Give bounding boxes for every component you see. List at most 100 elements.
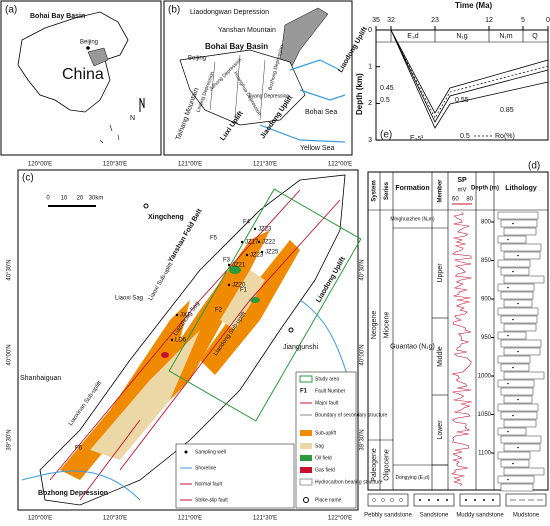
- coord-label: 40°00′N: [7, 344, 13, 365]
- unit-label: Miocene: [383, 312, 390, 339]
- lith-bed: [497, 475, 535, 484]
- place-label: Jiangjunshi: [283, 344, 318, 351]
- ro-curve: [390, 29, 549, 119]
- lith-pattern: [428, 499, 431, 502]
- unit-label: Neogene: [371, 311, 378, 340]
- lith-dot: [512, 414, 514, 417]
- lith-bed: [503, 227, 537, 236]
- burial-curve: [390, 29, 549, 129]
- x-tick-label: 35: [372, 17, 380, 24]
- lith-label: Pebbly sandstone: [364, 513, 412, 519]
- lith-bed: [503, 419, 537, 428]
- sampling-well: [240, 240, 244, 244]
- panel-label: (d): [528, 161, 540, 172]
- well-label: JZ21: [232, 263, 246, 269]
- lith-bed: [500, 387, 534, 396]
- lith-bed: [497, 403, 539, 412]
- legend-label: Major fault: [315, 400, 339, 406]
- y-tick-label: 3: [368, 137, 372, 144]
- lith-dot: [507, 286, 509, 289]
- coord-label: 120°30′E: [103, 516, 127, 522]
- coastline: [259, 59, 346, 143]
- place-label: Yanshan Mountain: [218, 27, 276, 34]
- lith-bed: [497, 379, 535, 388]
- sp-curve: [451, 211, 472, 487]
- formation-label: Minghuazhen (N₁m): [390, 216, 435, 222]
- axis-title: Depth (km): [355, 73, 364, 115]
- legend-swatch: [184, 450, 188, 454]
- x-tick-label: 32: [387, 17, 395, 24]
- legend-label: Place name: [315, 497, 342, 503]
- fault-label: F1: [240, 288, 248, 294]
- header: Depth (m): [471, 186, 499, 192]
- unit-label: N₁g: [456, 33, 467, 40]
- legend-label: Boundary of secondary structure: [315, 412, 387, 418]
- lith-swatch: [505, 493, 547, 507]
- well-label: JZ23: [250, 253, 264, 259]
- place-label: Xingcheng: [148, 214, 184, 221]
- place-label: Bozhong Depression: [38, 490, 108, 497]
- place-label: Jiyang Depression: [248, 93, 289, 99]
- panel-b-frame: [163, 0, 353, 156]
- annotation: E₃s¹: [410, 135, 424, 142]
- sp-unit: mV: [458, 188, 467, 194]
- panel-label: (c): [22, 173, 34, 184]
- header: SP: [457, 177, 467, 184]
- coord-label: 122°00′E: [328, 162, 352, 168]
- coord-label: 121°00′E: [178, 516, 202, 522]
- header: Series: [384, 181, 390, 200]
- lith-pattern: [474, 499, 477, 502]
- legend-swatch: [299, 478, 313, 486]
- annotation: 0.45: [380, 85, 394, 92]
- sp-range: 80: [466, 197, 473, 203]
- lith-dot: [512, 318, 514, 321]
- place-label: Shanhaiguan: [20, 375, 61, 382]
- unit-label: E₃d: [407, 33, 419, 40]
- depth-label: 1000: [478, 374, 492, 380]
- lith-bed: [503, 347, 541, 356]
- legend-label: Oil field: [315, 455, 332, 461]
- panel-a-frame: [0, 0, 162, 156]
- sampling-well: [170, 338, 174, 342]
- well-label: JZ23: [258, 227, 272, 233]
- y-tick-label: 0: [368, 27, 372, 34]
- lith-bed: [500, 219, 538, 228]
- unit-label: Oligocene: [383, 449, 390, 481]
- study-area: [168, 188, 362, 422]
- legend-label: Sag: [315, 443, 324, 449]
- header: System: [372, 180, 378, 201]
- lith-pattern: [399, 498, 403, 502]
- coord-label: 40°00′N: [360, 344, 366, 365]
- lith-dot: [507, 334, 509, 337]
- unit-label: Paleogene: [371, 448, 378, 482]
- well-label: JZ17: [245, 240, 259, 246]
- lith-bed: [500, 435, 542, 444]
- north-arrow: [139, 97, 145, 112]
- legend-box: [175, 443, 295, 509]
- legend-label: Shoreline: [195, 465, 216, 471]
- lith-dot: [512, 222, 514, 225]
- lith-dot: [517, 254, 519, 257]
- legend-label: Gas field: [315, 467, 335, 473]
- legend-swatch: [303, 497, 309, 503]
- fault-label: F4: [243, 220, 251, 226]
- column-frame: [367, 171, 549, 491]
- fault-label: F6: [75, 446, 83, 452]
- lith-bed: [500, 363, 530, 372]
- lith-bed: [497, 235, 527, 244]
- place-label: Yellow Sea: [300, 145, 334, 152]
- depression-boundaries: [209, 54, 266, 121]
- member-label: Upper: [437, 263, 444, 283]
- map-labels: 120°00′E 120°00′E 120°30′E 120°30′E 121°00′E…: [7, 162, 388, 522]
- scale-label: 0: [46, 196, 50, 202]
- islands: [99, 124, 120, 144]
- legend-swatch: [300, 430, 312, 436]
- fault-label: F3: [223, 258, 231, 264]
- lith-label: Mudstone: [513, 513, 540, 519]
- annotation: Ro(%): [495, 133, 515, 140]
- header: Member: [438, 179, 444, 203]
- panel-label: (e): [380, 130, 392, 141]
- x-tick-label: 5: [521, 17, 525, 24]
- sampling-well: [257, 240, 261, 244]
- lith-dot: [507, 430, 509, 433]
